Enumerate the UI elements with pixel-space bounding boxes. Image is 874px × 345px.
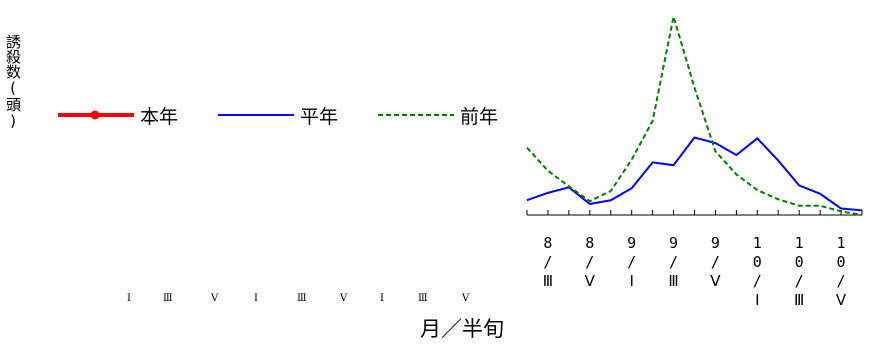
x-tick-label-char: Ⅲ [668, 272, 678, 290]
series-line-2 [527, 17, 862, 215]
x-tick-label-char: / [669, 253, 678, 271]
x-tick-label-char: / [711, 253, 720, 271]
x-tick-label-char: / [627, 253, 636, 271]
x-tick-label-char: 0 [837, 253, 846, 271]
x-tick-label: 9/Ⅴ [710, 234, 721, 290]
stub-label: Ⅴ [340, 293, 347, 304]
x-tick-label: 9/Ⅰ [627, 234, 636, 290]
x-tick-label-char: / [585, 253, 594, 271]
series-line-1 [527, 137, 862, 210]
x-tick-label-char: 1 [837, 234, 846, 252]
x-tick-label-char: Ⅰ [755, 291, 759, 309]
x-axis-label: 月／半旬 [420, 313, 504, 343]
x-tick-label: 9/Ⅲ [668, 234, 678, 290]
x-tick-label-char: / [753, 272, 762, 290]
x-tick-label-char: 1 [753, 234, 762, 252]
x-tick-label: 8/Ⅲ [543, 234, 553, 290]
stub-label: Ⅴ [211, 293, 218, 304]
stub-label: Ⅰ [254, 293, 258, 304]
x-tick-label-char: / [795, 272, 804, 290]
x-tick-label: 1 0/Ⅴ [836, 234, 847, 309]
x-tick-label-char: 9 [669, 234, 678, 252]
x-tick-label-char: / [543, 253, 552, 271]
stub-label: Ⅰ [380, 293, 384, 304]
x-tick-label: 1 0/Ⅲ [794, 234, 804, 309]
stub-label: Ⅲ [418, 293, 428, 304]
x-tick-label-char: 8 [585, 234, 594, 252]
stub-label: Ⅰ [127, 293, 131, 304]
x-tick-label-char: Ⅰ [629, 272, 633, 290]
x-tick-label: 8/Ⅴ [585, 234, 596, 290]
x-tick-label-char: Ⅴ [710, 272, 721, 290]
x-tick-label-char: Ⅴ [585, 272, 596, 290]
x-tick-label-char: Ⅴ [836, 291, 847, 309]
x-tick-label-char: 8 [543, 234, 552, 252]
x-tick-label: 1 0/Ⅰ [753, 234, 762, 309]
stub-label: Ⅲ [163, 293, 173, 304]
x-tick-label-char: / [837, 272, 846, 290]
stub-label: Ⅲ [297, 293, 307, 304]
stub-label: Ⅴ [462, 293, 469, 304]
x-tick-label-char: Ⅲ [543, 272, 553, 290]
x-tick-label-char: Ⅲ [794, 291, 804, 309]
x-tick-label-char: 0 [795, 253, 804, 271]
x-tick-label-char: 1 [795, 234, 804, 252]
x-tick-label-char: 0 [753, 253, 762, 271]
x-tick-label-char: 9 [711, 234, 720, 252]
x-tick-label-char: 9 [627, 234, 636, 252]
